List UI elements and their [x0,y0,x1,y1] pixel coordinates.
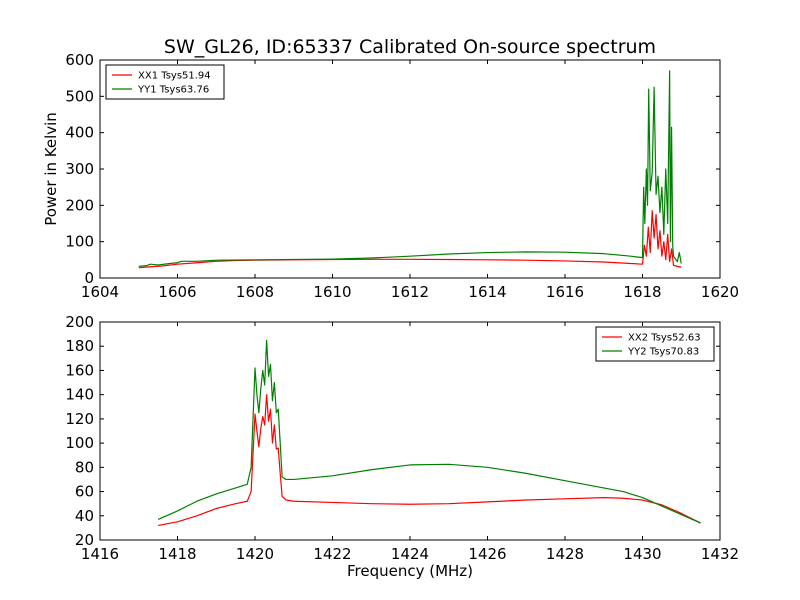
series-line-xx2 [158,394,701,527]
x-tick-label: 1616 [546,283,584,301]
y-tick-label: 60 [75,483,94,501]
x-tick-label: 1428 [546,545,584,563]
y-tick-label: 100 [65,233,94,251]
y-tick-label: 140 [65,386,94,404]
x-tick-label: 1416 [81,545,119,563]
x-tick-label: 1606 [158,283,196,301]
legend-entry: XX2 Tsys52.63 [628,333,701,344]
legend: XX1 Tsys51.94 YY1 Tsys63.76 [105,64,225,100]
y-tick-label: 600 [65,51,94,69]
x-tick-label: 1614 [468,283,506,301]
y-tick-label: 500 [65,87,94,105]
legend-entry: YY1 Tsys63.76 [137,85,209,96]
y-axis-label: Power in Kelvin [42,112,60,226]
x-tick-label: 1418 [158,545,196,563]
y-tick-label: 40 [75,507,94,525]
y-tick-label: 180 [65,337,94,355]
y-tick-label: 200 [65,196,94,214]
y-tick-label: 100 [65,434,94,452]
y-tick-label: 120 [65,410,94,428]
x-tick-label: 1430 [623,545,661,563]
x-tick-label: 1608 [236,283,274,301]
y-tick-label: 80 [75,458,94,476]
x-tick-label: 1420 [236,545,274,563]
legend: XX2 Tsys52.63 YY2 Tsys70.83 [595,326,715,362]
y-tick-label: 20 [75,531,94,549]
x-tick-label: 1620 [701,283,739,301]
x-tick-label: 1424 [391,545,429,563]
y-tick-label: 200 [65,313,94,331]
legend-box [595,326,715,362]
y-tick-label: 400 [65,124,94,142]
series-line-xx1 [138,210,682,269]
y-tick-label: 300 [65,160,94,178]
series-line-yy1 [138,70,682,267]
legend-entry: XX1 Tsys51.94 [138,71,211,82]
legend-box [105,64,225,100]
top-spectrum-plot: 1604 1606 1608 1610 1612 1614 1616 1618 1620 0 100… [42,51,739,301]
series-line-yy2 [157,339,701,524]
legend-entry: YY2 Tsys70.83 [627,347,699,358]
chart-title: SW_GL26, ID:65337 Calibrated On-source s… [164,36,656,58]
x-axis-label: Frequency (MHz) [347,562,473,580]
x-tick-label: 1612 [391,283,429,301]
x-tick-label: 1618 [623,283,661,301]
x-tick-label: 1422 [313,545,351,563]
bottom-spectrum-plot: 1416 1418 1420 1422 1424 1426 1428 1430 1432 20 40… [65,313,739,580]
y-tick-label: 0 [84,269,94,287]
x-tick-label: 1604 [81,283,119,301]
x-tick-label: 1610 [313,283,351,301]
y-tick-label: 160 [65,361,94,379]
x-tick-label: 1426 [468,545,506,563]
x-tick-label: 1432 [701,545,739,563]
